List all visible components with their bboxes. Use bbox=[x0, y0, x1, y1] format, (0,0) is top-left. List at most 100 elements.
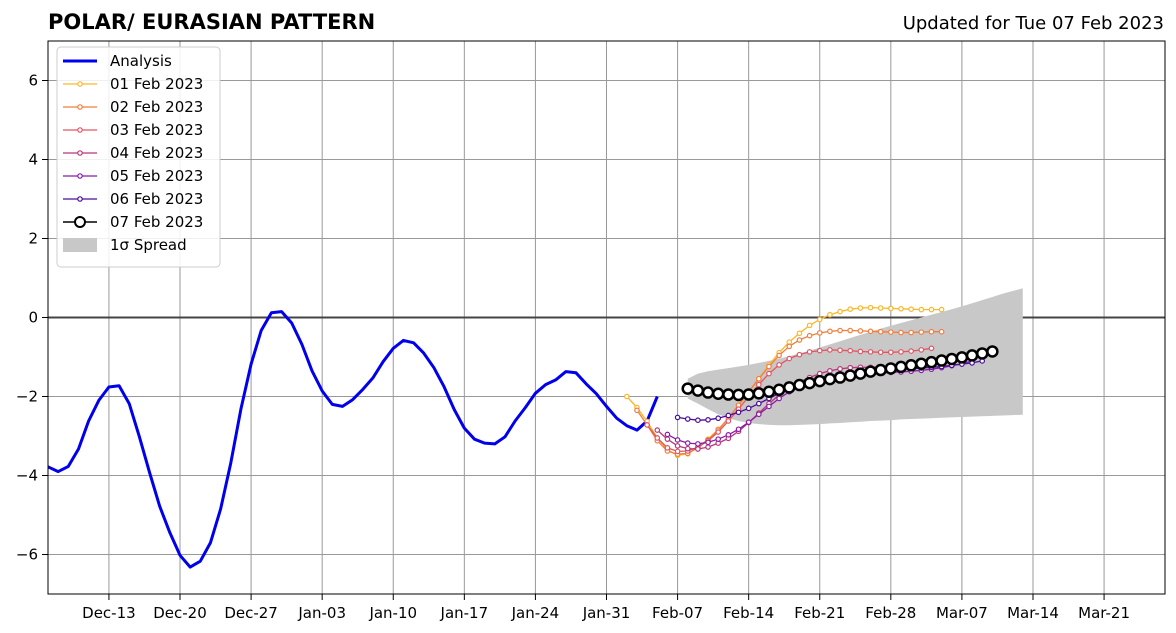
forecast-point bbox=[847, 306, 854, 313]
y-tick-label: −6 bbox=[16, 546, 38, 564]
forecast-point bbox=[745, 419, 752, 425]
legend-label: 07 Feb 2023 bbox=[110, 213, 203, 231]
legend-marker bbox=[77, 127, 83, 133]
legend-label: 02 Feb 2023 bbox=[110, 98, 203, 116]
forecast-point bbox=[877, 328, 884, 335]
forecast-point bbox=[654, 427, 661, 433]
forecast-point bbox=[857, 305, 864, 311]
forecast-point bbox=[695, 446, 701, 452]
forecast-point bbox=[786, 343, 793, 350]
y-tick-label: −2 bbox=[16, 388, 38, 406]
x-tick-label: Mar-14 bbox=[1007, 604, 1059, 622]
x-tick-label: Mar-21 bbox=[1078, 604, 1130, 622]
y-tick-label: 0 bbox=[28, 309, 38, 327]
legend-box bbox=[56, 46, 221, 268]
y-tick-label: −4 bbox=[16, 467, 38, 485]
legend-label: 06 Feb 2023 bbox=[110, 190, 203, 208]
y-tick-label: 6 bbox=[28, 72, 38, 90]
legend-label: 1σ Spread bbox=[110, 236, 187, 254]
analysis-line bbox=[47, 310, 659, 569]
forecast-point bbox=[766, 370, 772, 377]
forecast-point bbox=[756, 381, 762, 388]
forecast-point bbox=[691, 384, 705, 397]
forecast-point bbox=[715, 415, 722, 422]
forecast-point bbox=[925, 355, 938, 369]
forecast-point bbox=[928, 306, 935, 313]
legend-label: 04 Feb 2023 bbox=[110, 144, 203, 162]
forecast-point bbox=[725, 432, 732, 438]
forecast-point bbox=[965, 349, 979, 362]
forecast-point bbox=[915, 357, 928, 370]
legend-item: 03 Feb 2023 bbox=[63, 121, 203, 139]
forecast-point bbox=[867, 349, 874, 355]
forecast-point bbox=[725, 418, 732, 424]
forecast-point bbox=[827, 311, 833, 318]
forecast-point bbox=[843, 369, 857, 382]
forecast-point bbox=[793, 378, 806, 392]
forecast-point bbox=[888, 329, 894, 335]
forecast-point bbox=[634, 407, 640, 414]
forecast-point bbox=[705, 439, 711, 446]
forecast-point bbox=[654, 435, 661, 441]
forecast-point bbox=[715, 429, 722, 435]
forecast-point bbox=[877, 305, 884, 311]
forecast-point bbox=[918, 347, 925, 353]
forecast-point bbox=[624, 393, 630, 400]
forecast-point bbox=[816, 330, 823, 336]
forecast-point bbox=[877, 349, 884, 356]
forecast-point bbox=[908, 348, 914, 354]
forecast-point bbox=[847, 327, 854, 334]
forecast-point bbox=[928, 328, 935, 335]
forecast-point bbox=[796, 351, 803, 358]
forecast-point bbox=[867, 328, 874, 335]
forecast-point bbox=[847, 364, 854, 371]
forecast-point bbox=[674, 443, 681, 449]
forecast-point bbox=[776, 352, 782, 359]
forecast-point bbox=[827, 328, 833, 335]
forecast-point bbox=[857, 328, 864, 334]
forecast-point bbox=[816, 347, 823, 354]
forecast-point bbox=[664, 436, 671, 442]
forecast-point bbox=[837, 347, 843, 354]
forecast-point bbox=[888, 305, 894, 312]
forecast-point bbox=[756, 411, 762, 418]
x-tick-label: Dec-27 bbox=[224, 604, 278, 622]
forecast-point bbox=[742, 388, 755, 401]
forecast-point bbox=[816, 316, 823, 323]
legend-item: 05 Feb 2023 bbox=[63, 167, 203, 185]
forecast-point bbox=[756, 400, 762, 407]
legend-marker bbox=[77, 104, 83, 110]
forecast-point bbox=[752, 387, 766, 400]
forecast-point bbox=[796, 337, 803, 343]
forecast-point bbox=[783, 381, 796, 394]
x-tick-label: Feb-14 bbox=[723, 604, 774, 622]
legend-item: 02 Feb 2023 bbox=[63, 98, 203, 116]
forecast-point bbox=[864, 365, 877, 378]
forecast-point bbox=[772, 383, 786, 397]
forecast-point bbox=[908, 329, 914, 336]
x-tick-label: Jan-10 bbox=[368, 604, 417, 622]
x-tick-label: Mar-07 bbox=[936, 604, 988, 622]
forecast-point bbox=[867, 304, 874, 311]
forecast-point bbox=[796, 330, 803, 337]
legend-marker bbox=[77, 81, 83, 87]
forecast-point bbox=[837, 366, 843, 372]
forecast-point bbox=[681, 382, 694, 395]
x-tick-label: Feb-07 bbox=[652, 604, 703, 622]
legend-marker bbox=[77, 173, 83, 179]
y-tick-label: 2 bbox=[28, 230, 38, 248]
forecast-point bbox=[904, 359, 918, 372]
x-tick-label: Dec-13 bbox=[82, 604, 136, 622]
forecast-point bbox=[674, 437, 681, 443]
forecast-point bbox=[806, 349, 813, 355]
forecast-point bbox=[908, 306, 914, 313]
legend-item: 1σ Spread bbox=[63, 236, 187, 254]
forecast-point bbox=[888, 349, 894, 356]
forecast-point bbox=[847, 347, 854, 354]
forecast-point bbox=[938, 306, 945, 313]
forecast-point bbox=[806, 332, 813, 339]
forecast-point bbox=[955, 351, 969, 364]
chart-title: POLAR/ EURASIAN PATTERN bbox=[48, 10, 375, 34]
forecast-point bbox=[884, 362, 898, 375]
